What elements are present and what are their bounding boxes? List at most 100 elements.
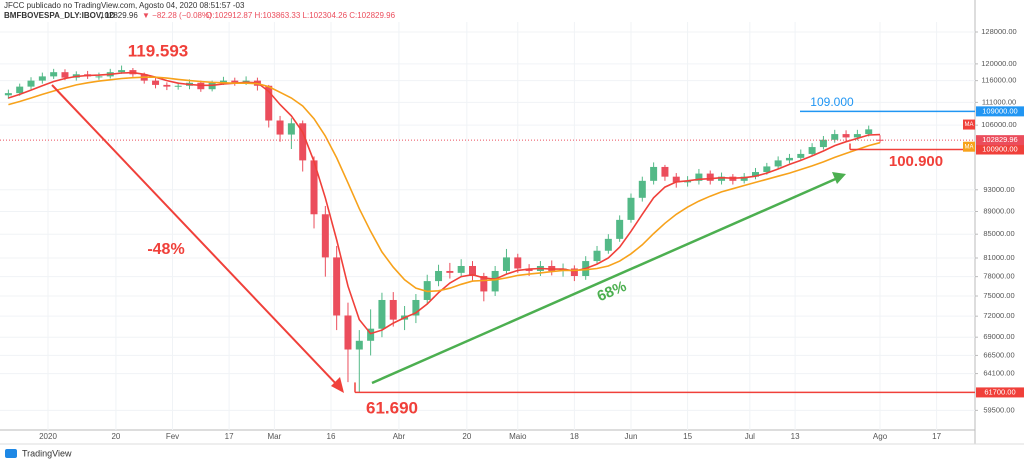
candle-body xyxy=(672,176,680,183)
candle-body xyxy=(763,166,771,173)
legend-box xyxy=(963,119,975,130)
x-tick-label: 17 xyxy=(932,432,941,441)
x-tick-label: 20 xyxy=(111,432,120,441)
y-tick-label: 66500.00 xyxy=(983,350,1014,359)
candle-body xyxy=(344,315,352,350)
candle-body xyxy=(61,72,69,78)
candle-body xyxy=(231,80,239,83)
candle-body xyxy=(491,270,499,292)
candle-body xyxy=(457,265,465,273)
x-tick-label: Mar xyxy=(268,432,282,441)
y-tick-label: 75000.00 xyxy=(983,291,1014,300)
candle-body xyxy=(321,214,329,258)
annotation: 109.000 xyxy=(810,95,854,109)
candle-body xyxy=(174,85,182,87)
x-tick-label: 13 xyxy=(791,432,800,441)
plot: 109000.00 100900.00 61700.00 102829.96 MA MA xyxy=(0,65,1024,398)
candle-body xyxy=(570,268,578,277)
annotation: 61.690 xyxy=(366,398,418,417)
candle-body xyxy=(333,257,341,316)
y-tick-label: 120000.00 xyxy=(981,59,1016,68)
x-tick-label: 15 xyxy=(683,432,692,441)
annotation: 119.593 xyxy=(128,41,189,60)
candle-body xyxy=(774,160,782,167)
candle-body xyxy=(876,139,884,141)
y-tick-label: 128000.00 xyxy=(981,27,1016,36)
candle-body xyxy=(423,281,431,300)
y-tick-label: 72000.00 xyxy=(983,311,1014,320)
candle-body xyxy=(38,76,46,81)
candle-body xyxy=(469,265,477,277)
legend-label: MA xyxy=(965,122,974,128)
candle-body xyxy=(819,139,827,148)
ohlc: O:102912.87 H:103863.33 L:102304.26 C:10… xyxy=(206,11,396,20)
x-tick-label: 20 xyxy=(462,432,471,441)
arrow-down xyxy=(51,84,341,389)
candle-body xyxy=(95,76,103,78)
y-tick-label: 69000.00 xyxy=(983,332,1014,341)
candle-body xyxy=(152,80,160,85)
candle-body xyxy=(378,299,386,329)
candle-body xyxy=(163,84,171,87)
candle-body xyxy=(808,147,816,154)
candle-body xyxy=(16,86,24,94)
legend-box xyxy=(963,141,975,152)
x-tick-label: 18 xyxy=(570,432,579,441)
candle-body xyxy=(118,70,126,73)
candle-body xyxy=(718,176,726,181)
candle-body xyxy=(638,180,646,198)
candle-body xyxy=(831,134,839,140)
candle-body xyxy=(604,238,612,251)
header: JFCC publicado no TradingView.com, Agost… xyxy=(4,1,245,10)
candle-body xyxy=(695,173,703,181)
level-label: 109000.00 xyxy=(982,106,1017,115)
candle-body xyxy=(265,85,273,121)
candle-body xyxy=(616,219,624,239)
candle-body xyxy=(367,328,375,341)
legend-label: MA xyxy=(965,144,974,150)
y-tick-label: 59500.00 xyxy=(983,405,1014,414)
candle-body xyxy=(299,123,307,161)
candle-body xyxy=(4,93,12,96)
grid: 128000.00 120000.00 116000.00 111000.00 1060… xyxy=(0,0,1017,444)
annotation: -48% xyxy=(147,241,184,258)
arrow-up xyxy=(371,175,841,385)
x-tick-label: Maio xyxy=(509,432,527,441)
x-tick-label: 17 xyxy=(225,432,234,441)
candle-body xyxy=(310,160,318,215)
x-tick-label: Jul xyxy=(745,432,755,441)
y-tick-label: 106000.00 xyxy=(981,120,1016,129)
candle-body xyxy=(627,197,635,220)
y-tick-label: 89000.00 xyxy=(983,206,1014,215)
level-label: 100900.00 xyxy=(982,144,1017,153)
level-label-box xyxy=(976,106,1024,117)
candle-body xyxy=(661,166,669,177)
candle-body xyxy=(865,129,873,135)
candle-body xyxy=(650,166,658,181)
candle-body xyxy=(853,134,861,138)
candle-body xyxy=(50,72,58,77)
candle-body xyxy=(797,153,805,158)
candle-body xyxy=(27,80,35,87)
arrow-head xyxy=(331,377,344,393)
x-tick-label: Ago xyxy=(873,432,888,441)
candle-body xyxy=(276,120,284,135)
logo xyxy=(5,449,17,458)
footer: TradingView xyxy=(22,448,72,458)
candle-body xyxy=(706,173,714,181)
candle-body xyxy=(219,80,227,83)
candle-body xyxy=(740,176,748,181)
moving-average xyxy=(8,76,881,293)
change: ▼ −82.28 (−0.08%) xyxy=(142,11,212,20)
y-tick-label: 78000.00 xyxy=(983,272,1014,281)
candle-body xyxy=(389,299,397,320)
drawings: 119.593 -48% 61.690 68% 109.000 100.900 xyxy=(51,41,943,417)
last-price-label: 102829.96 xyxy=(982,135,1017,144)
y-tick-label: 116000.00 xyxy=(982,76,1017,85)
candle-body xyxy=(412,299,420,316)
y-tick-label: 111000.00 xyxy=(982,97,1016,106)
candle-body xyxy=(435,270,443,282)
last-price-box xyxy=(976,135,1024,146)
symbol: BMFBOVESPA_DLY:IBOV, 1D xyxy=(4,11,115,20)
candle-body xyxy=(785,157,793,161)
